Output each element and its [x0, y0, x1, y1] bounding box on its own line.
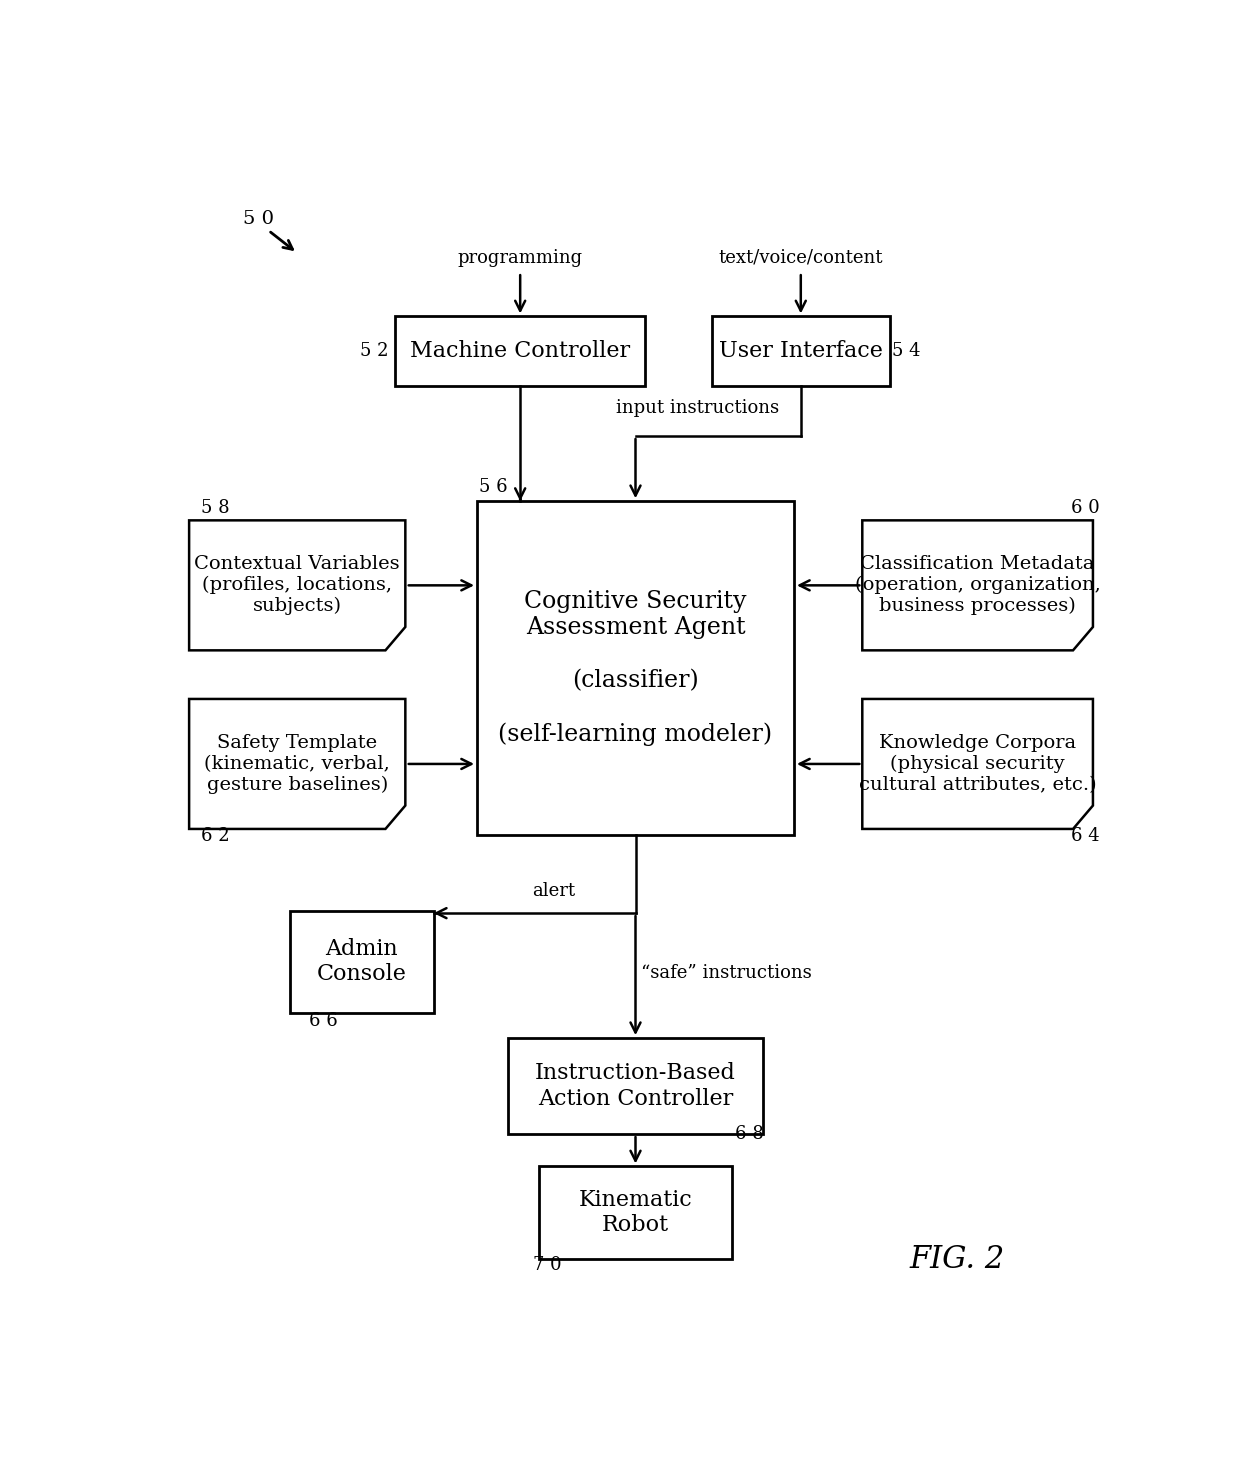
- Text: text/voice/content: text/voice/content: [718, 248, 883, 267]
- Bar: [477, 501, 794, 835]
- Bar: [712, 316, 889, 386]
- Text: Contextual Variables
(profiles, locations,
subjects): Contextual Variables (profiles, location…: [195, 555, 401, 615]
- Bar: [396, 316, 645, 386]
- Text: 5 4: 5 4: [893, 342, 921, 360]
- Text: 5 2: 5 2: [360, 342, 388, 360]
- Text: Machine Controller: Machine Controller: [410, 341, 630, 363]
- Bar: [290, 910, 434, 1013]
- PathPatch shape: [190, 699, 405, 829]
- Text: 5 6: 5 6: [479, 479, 507, 496]
- Text: input instructions: input instructions: [616, 399, 780, 417]
- Text: Instruction-Based
Action Controller: Instruction-Based Action Controller: [536, 1063, 735, 1110]
- Text: Knowledge Corpora
(physical security
cultural attributes, etc.): Knowledge Corpora (physical security cul…: [859, 734, 1096, 794]
- Text: 6 8: 6 8: [734, 1124, 764, 1142]
- Text: Safety Template
(kinematic, verbal,
gesture baselines): Safety Template (kinematic, verbal, gest…: [205, 734, 391, 794]
- Text: 5 8: 5 8: [201, 499, 229, 518]
- PathPatch shape: [862, 520, 1092, 650]
- Text: 6 2: 6 2: [201, 828, 229, 846]
- Text: 5 0: 5 0: [243, 210, 274, 228]
- Text: programming: programming: [458, 248, 583, 267]
- Text: 6 4: 6 4: [1071, 828, 1100, 846]
- Text: Kinematic
Robot: Kinematic Robot: [579, 1189, 692, 1236]
- Text: 7 0: 7 0: [533, 1255, 562, 1274]
- PathPatch shape: [190, 520, 405, 650]
- Text: Classification Metadata
(operation, organization,
business processes): Classification Metadata (operation, orga…: [854, 555, 1100, 615]
- Text: Cognitive Security
Assessment Agent

(classifier)

(self-learning modeler): Cognitive Security Assessment Agent (cla…: [498, 590, 773, 746]
- Text: alert: alert: [532, 882, 575, 900]
- Text: FIG. 2: FIG. 2: [910, 1243, 1006, 1274]
- Text: Admin
Console: Admin Console: [316, 938, 407, 985]
- Text: “safe” instructions: “safe” instructions: [641, 964, 812, 982]
- Bar: [539, 1167, 732, 1260]
- Text: 6 6: 6 6: [309, 1011, 337, 1029]
- PathPatch shape: [862, 699, 1092, 829]
- Bar: [508, 1038, 763, 1135]
- Text: User Interface: User Interface: [719, 341, 883, 363]
- Text: 6 0: 6 0: [1071, 499, 1100, 518]
